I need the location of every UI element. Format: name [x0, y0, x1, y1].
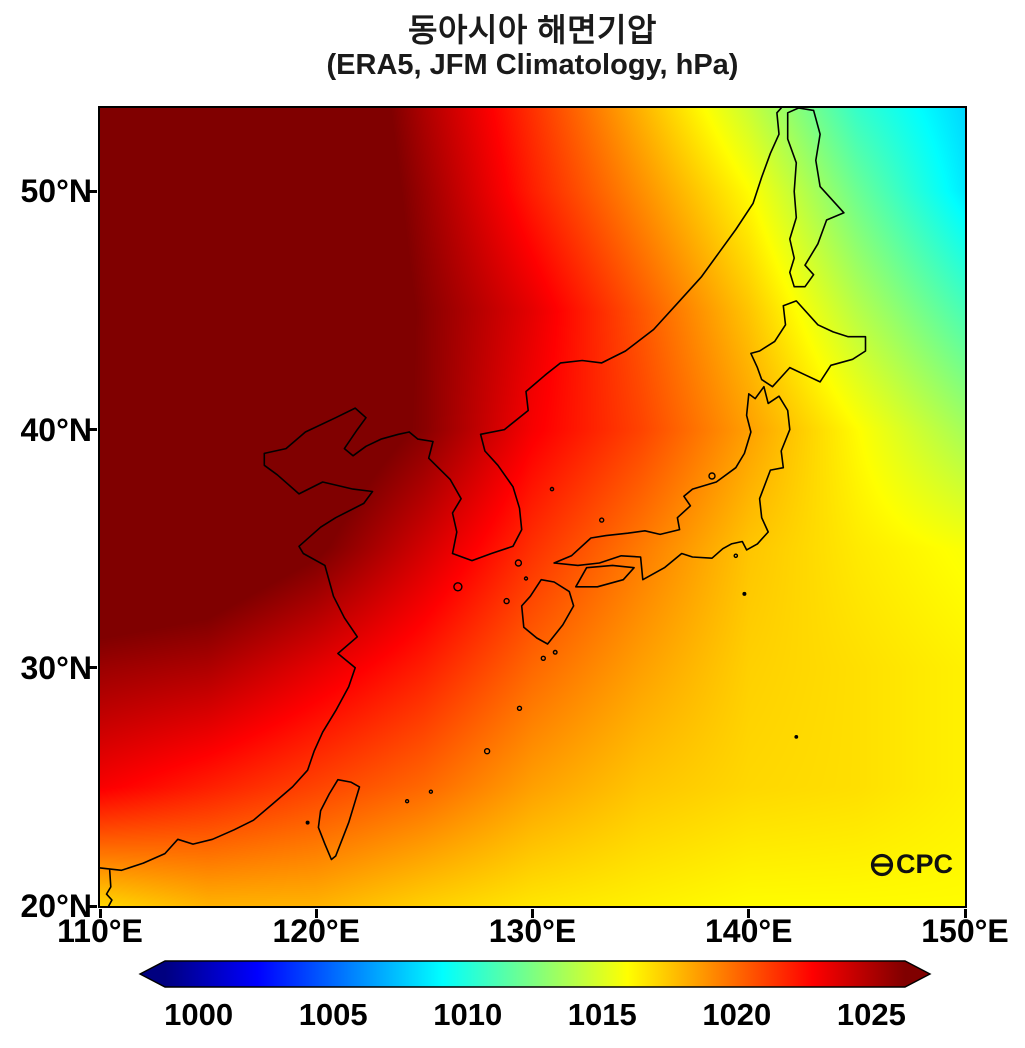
- island-ulleungdo: [549, 486, 555, 492]
- coastline-china-coast: [100, 407, 411, 872]
- coastline-overlay: [100, 108, 867, 906]
- y-tick-mark: [88, 904, 97, 908]
- island-okinawa: [483, 748, 491, 755]
- colorbar-tick-label: 1005: [298, 997, 368, 1032]
- y-tick-label: 40°N: [20, 411, 93, 448]
- coastline-taiwan: [317, 778, 361, 861]
- x-tick-label: 140°E: [704, 913, 793, 949]
- colorbar-tick-label: 1020: [702, 997, 772, 1032]
- coastline-sakhalin: [786, 108, 845, 288]
- coastline-hokkaido: [750, 300, 867, 388]
- coastline-kyushu: [520, 578, 575, 645]
- island-ishigaki: [404, 799, 410, 804]
- island-penghu: [305, 820, 310, 825]
- island-miyako: [428, 789, 434, 794]
- island-tsushima: [514, 559, 523, 567]
- x-tick-label: 150°E: [921, 913, 1009, 949]
- y-tick-label: 50°N: [20, 173, 93, 210]
- colorbar-gradient-bar: [138, 960, 932, 988]
- colorbar-tick-label: 1025: [836, 997, 906, 1032]
- x-tick-label: 110°E: [57, 913, 143, 949]
- colorbar-tick-label: 1010: [433, 997, 503, 1032]
- x-tick-label: 120°E: [272, 913, 361, 949]
- island-hachijojima: [742, 591, 747, 596]
- x-tick-mark: [314, 909, 318, 918]
- coastline-russia-coast: [544, 108, 783, 376]
- x-tick-label: 130°E: [488, 913, 577, 949]
- ocpc-logo: CPC: [869, 849, 953, 880]
- page-title: 동아시아 해면기압: [408, 12, 657, 48]
- island-tanegashima: [552, 649, 558, 655]
- globe-circle-icon: [870, 853, 894, 876]
- coastline-shikoku: [574, 564, 635, 588]
- pressure-heatmap: [100, 108, 965, 906]
- y-tick-label: 20°N: [20, 888, 93, 924]
- island-oki: [599, 517, 605, 523]
- page-subtitle: (ERA5, JFM Climatology, hPa): [326, 49, 739, 81]
- island-izu-oshima: [733, 553, 739, 559]
- x-tick-mark: [747, 909, 751, 918]
- island-iki: [523, 576, 529, 581]
- island-sado: [708, 472, 716, 480]
- island-amami: [516, 705, 523, 711]
- x-tick-mark: [963, 909, 967, 918]
- y-tick-label: 30°N: [20, 649, 93, 686]
- colorbar: [138, 960, 932, 988]
- colorbar-tick-label: 1000: [164, 997, 234, 1032]
- ocpc-logo-text: CPC: [895, 849, 953, 879]
- colorbar-tick-label: 1015: [567, 997, 637, 1032]
- x-tick-mark: [98, 909, 102, 918]
- y-tick-mark: [88, 666, 97, 670]
- x-tick-mark: [531, 909, 534, 918]
- coastline-honshu: [553, 385, 791, 581]
- island-yakushima: [540, 655, 546, 661]
- map-plot: CPC: [98, 106, 967, 908]
- island-jeju: [453, 582, 463, 592]
- y-tick-mark: [88, 189, 97, 193]
- island-chichijima: [794, 735, 799, 739]
- island-goto: [503, 597, 510, 605]
- coastline-leizhou-peninsula: [105, 869, 113, 906]
- coastline-korea-coast: [408, 373, 547, 562]
- y-tick-mark: [88, 428, 97, 432]
